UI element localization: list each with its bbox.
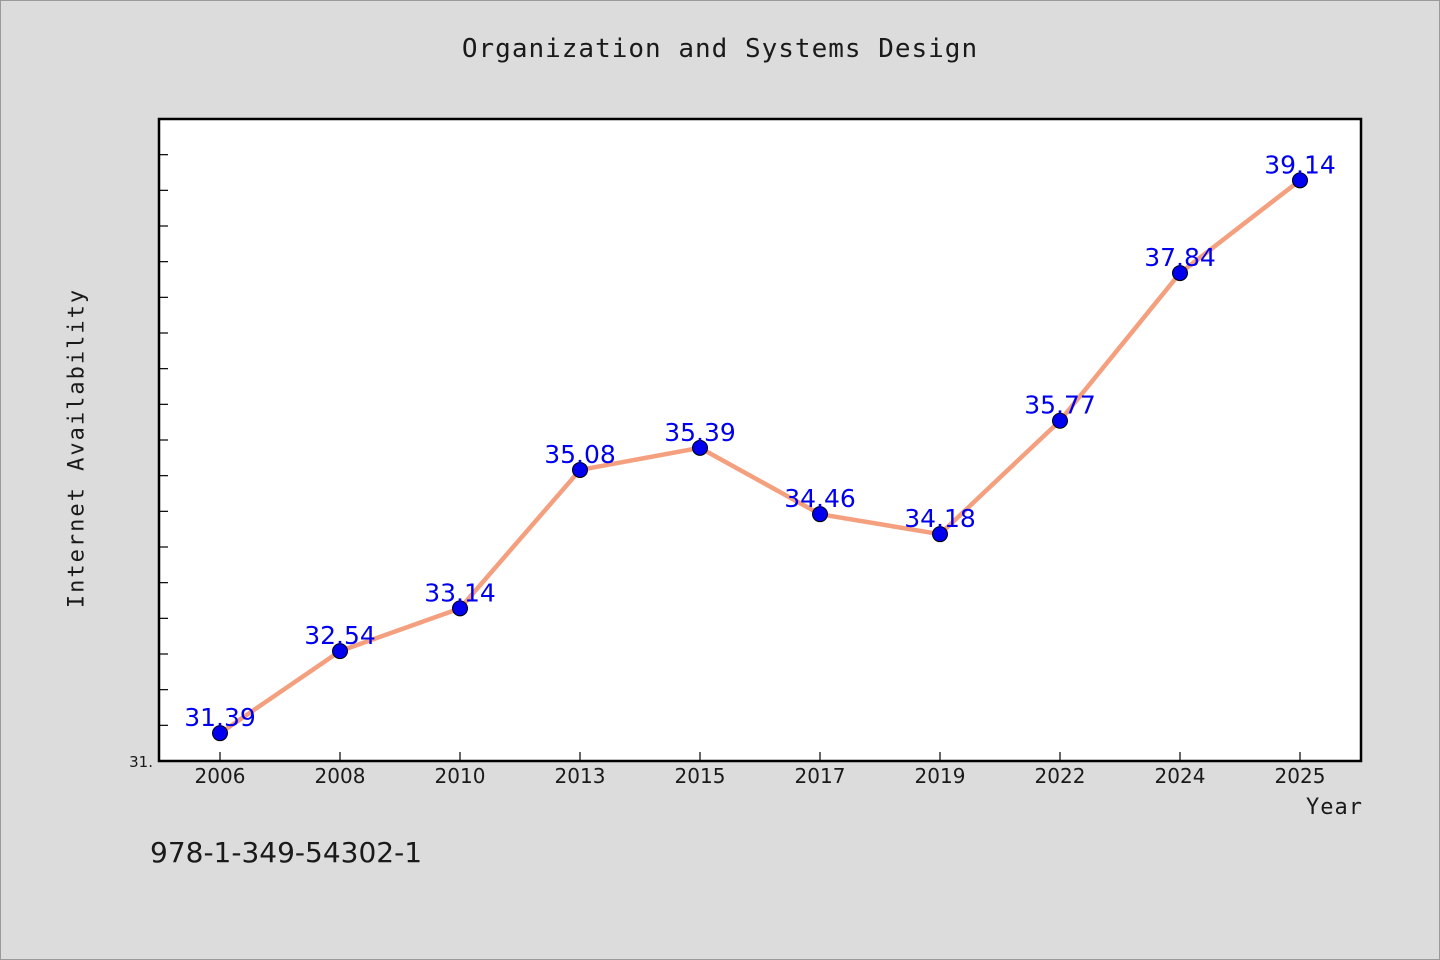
chart-title: Organization and Systems Design <box>461 34 979 64</box>
data-point <box>1052 412 1068 429</box>
x-tick-label: 2010 <box>435 764 486 788</box>
data-label: 39.14 <box>1264 150 1336 179</box>
x-tick-label: 2025 <box>1275 764 1326 788</box>
data-label: 35.77 <box>1024 391 1096 420</box>
x-tick-label: 2006 <box>195 764 246 788</box>
data-label: 35.39 <box>664 418 736 447</box>
data-label: 37.84 <box>1144 243 1216 272</box>
x-axis-label: Year <box>1306 795 1363 820</box>
data-label: 31.39 <box>184 703 256 732</box>
data-point <box>332 643 348 660</box>
x-tick-label: 2017 <box>795 764 846 788</box>
data-point <box>932 526 948 543</box>
data-label: 34.18 <box>904 504 976 533</box>
data-point <box>1172 265 1188 282</box>
y-axis-ticks: 31. <box>129 118 168 771</box>
data-label: 35.08 <box>544 440 616 469</box>
x-tick-label: 2008 <box>315 764 366 788</box>
data-label: 32.54 <box>304 621 376 650</box>
data-point <box>212 725 228 742</box>
x-tick-label: 2013 <box>555 764 606 788</box>
x-tick-label: 2015 <box>675 764 726 788</box>
isbn-text: 978-1-349-54302-1 <box>150 836 423 869</box>
plot-area <box>157 117 1363 763</box>
series-line <box>217 178 1303 736</box>
data-point <box>692 439 708 456</box>
series-group: 31.39 32.54 33.14 35.08 35.39 34.46 34.18 35.77… <box>184 150 1336 742</box>
data-point <box>812 506 828 523</box>
y-tick-label: 31. <box>129 753 153 771</box>
x-axis-ticks: 2006 2008 2010 2013 2015 2017 2019 2022 2024 2025 <box>195 752 1326 788</box>
data-point <box>572 461 588 478</box>
x-tick-label: 2024 <box>1155 764 1206 788</box>
data-point <box>452 600 468 617</box>
data-label: 34.46 <box>784 484 856 513</box>
x-tick-label: 2022 <box>1035 764 1086 788</box>
x-tick-label: 2019 <box>915 764 966 788</box>
data-point <box>1292 172 1308 189</box>
data-label: 33.14 <box>424 578 496 607</box>
